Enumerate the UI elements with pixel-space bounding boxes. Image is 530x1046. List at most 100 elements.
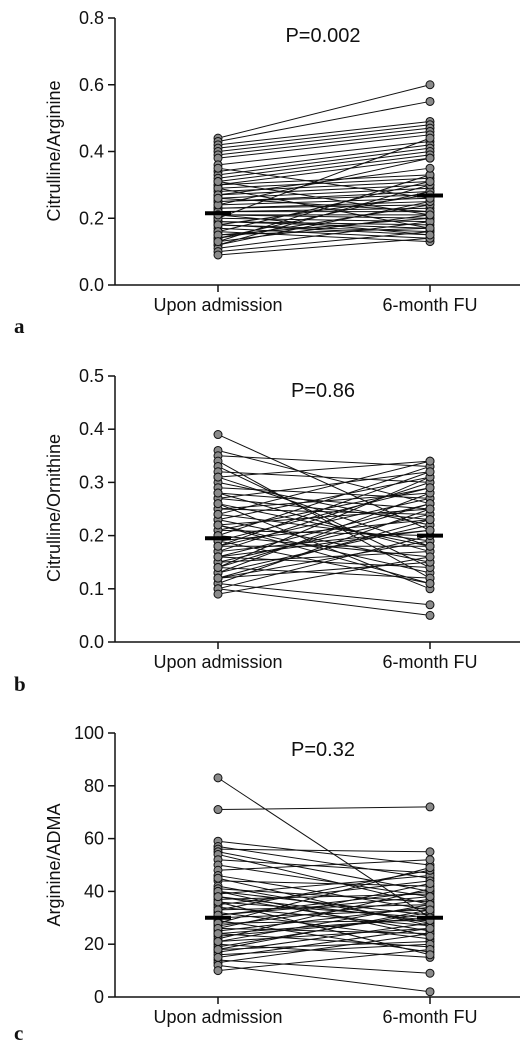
paired-line (217, 224, 431, 236)
data-point (425, 905, 435, 915)
paired-line (217, 217, 431, 236)
data-point (425, 96, 435, 106)
data-point (425, 163, 435, 173)
x-tick-group: Upon admission 6-month FU (153, 285, 478, 315)
data-point (425, 855, 435, 865)
paired-line (217, 455, 431, 467)
paired-line (217, 959, 431, 974)
y-tick-label: 20 (84, 934, 104, 954)
y-tick-label: 40 (84, 881, 104, 901)
data-point (213, 563, 223, 573)
data-point (425, 525, 435, 535)
y-axis-label: Citrulline/Ornithine (44, 434, 64, 582)
paired-line (217, 231, 431, 243)
paired-line (217, 519, 431, 579)
paired-line (217, 964, 431, 993)
x-tick-group: Upon admission 6-month FU (153, 997, 478, 1027)
data-point (425, 892, 435, 902)
plot-area (205, 430, 443, 620)
y-tick-label: 0.2 (79, 526, 104, 546)
data-point (425, 177, 435, 187)
paired-line (217, 859, 431, 874)
paired-line (217, 227, 431, 236)
data-point (425, 504, 435, 514)
y-tick-label: 0.6 (79, 75, 104, 95)
paired-line (217, 896, 431, 916)
p-value-annotation: P=0.86 (291, 380, 355, 402)
paired-line (217, 471, 431, 499)
y-tick-label: 0.0 (79, 632, 104, 652)
data-point (425, 230, 435, 240)
paired-line (217, 214, 431, 236)
data-point (213, 472, 223, 482)
paired-line (217, 919, 431, 953)
data-point (213, 499, 223, 509)
data-point (425, 467, 435, 477)
data-point (213, 944, 223, 954)
paired-line (217, 503, 431, 558)
panel-letter: b (14, 672, 26, 696)
paired-line (217, 948, 431, 972)
data-point (213, 589, 223, 599)
paired-line (217, 503, 431, 568)
paired-line (217, 140, 431, 166)
p-value-annotation: P=0.002 (285, 25, 360, 47)
paired-line (217, 144, 431, 173)
y-tick-group: 0.0 0.1 0.2 0.3 0.4 0.5 (79, 366, 115, 652)
data-point (213, 237, 223, 247)
paired-line (217, 460, 431, 579)
paired-line (217, 896, 431, 921)
paired-line (217, 508, 431, 584)
data-point (213, 952, 223, 962)
data-point (425, 610, 435, 620)
paired-line (217, 187, 431, 229)
y-tick-label: 0.3 (79, 472, 104, 492)
paired-line (217, 922, 431, 953)
paired-line (217, 890, 431, 937)
paired-line (217, 867, 431, 924)
y-axis-label: Citrulline/Arginine (44, 80, 64, 221)
data-point (425, 863, 435, 873)
paired-line (217, 181, 431, 193)
paired-line (217, 877, 431, 927)
y-axis-label: Arginine/ADMA (44, 803, 64, 926)
paired-line (217, 151, 431, 179)
data-point (425, 483, 435, 493)
paired-line (217, 227, 431, 239)
y-tick-label: 0.8 (79, 8, 104, 28)
data-point (213, 873, 223, 883)
x-tick-label: 6-month FU (382, 1007, 477, 1027)
data-point (425, 931, 435, 941)
paired-line (217, 933, 431, 964)
panel-c: Arginine/ADMA P=0.32 c 0 20 40 60 80 100 Upon… (14, 723, 520, 1045)
paired-line (217, 941, 431, 950)
paired-line (217, 154, 431, 183)
y-tick-label: 0 (94, 987, 104, 1007)
data-point (213, 163, 223, 173)
x-tick-label: Upon admission (153, 652, 282, 672)
paired-line (217, 100, 431, 142)
data-point (213, 541, 223, 551)
data-point (425, 515, 435, 525)
paired-line (217, 943, 431, 958)
data-point (425, 133, 435, 143)
data-point (213, 929, 223, 939)
paired-line (217, 806, 431, 811)
paired-line (217, 481, 431, 553)
paired-line (217, 556, 431, 595)
data-point (213, 177, 223, 187)
paired-line (217, 901, 431, 956)
data-point (425, 968, 435, 978)
data-point (213, 250, 223, 260)
y-tick-label: 80 (84, 776, 104, 796)
data-point (425, 456, 435, 466)
data-point (213, 573, 223, 583)
paired-line (217, 567, 431, 579)
paired-line (217, 503, 431, 547)
data-point (213, 937, 223, 947)
paired-line (217, 237, 431, 256)
y-tick-label: 0.2 (79, 208, 104, 228)
y-tick-label: 0.5 (79, 366, 104, 386)
paired-line (217, 167, 431, 199)
